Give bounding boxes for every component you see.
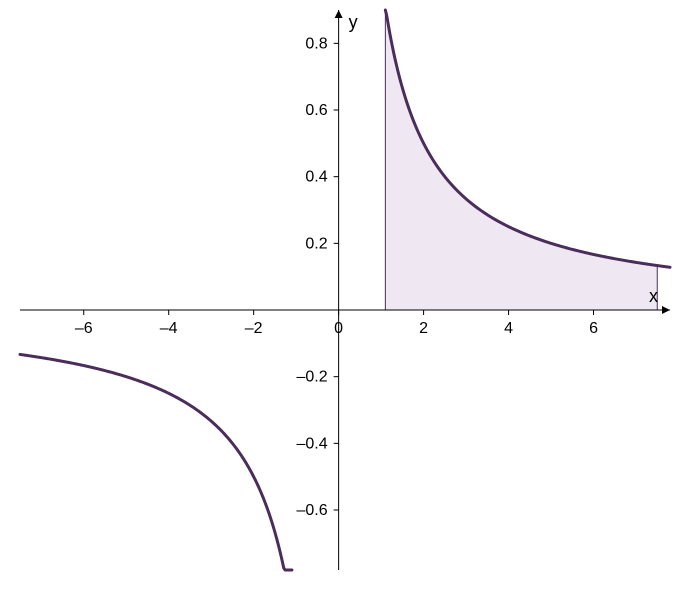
y-tick-label: –0.6 xyxy=(296,502,327,519)
curve-negative-branch xyxy=(20,354,292,570)
y-tick-label: –0.4 xyxy=(296,435,327,452)
y-tick-label: 0.8 xyxy=(305,35,327,52)
x-tick-label: –2 xyxy=(245,320,263,337)
x-axis-label: x xyxy=(649,286,658,306)
y-axis-arrow xyxy=(335,10,343,18)
x-tick-label: –4 xyxy=(160,320,178,337)
y-tick-label: 0.6 xyxy=(305,102,327,119)
y-axis-label: y xyxy=(349,12,358,32)
x-tick-label: –6 xyxy=(75,320,93,337)
x-tick-label: 0 xyxy=(334,320,343,337)
x-tick-label: 2 xyxy=(419,320,428,337)
shaded-region xyxy=(385,10,657,310)
chart-container: –6 –4 –2 0 2 4 6 –0.6 –0.4 –0.2 0.2 0.4 0.6 0.8 x y xyxy=(0,0,681,590)
x-tick-label: 6 xyxy=(589,320,598,337)
x-axis-arrow xyxy=(662,306,670,314)
y-tick-label: 0.4 xyxy=(305,169,327,186)
x-tick-label: 4 xyxy=(504,320,513,337)
y-tick-label: –0.2 xyxy=(296,369,327,386)
reciprocal-chart: –6 –4 –2 0 2 4 6 –0.6 –0.4 –0.2 0.2 0.4 0.6 0.8 x y xyxy=(0,0,681,590)
y-tick-label: 0.2 xyxy=(305,235,327,252)
